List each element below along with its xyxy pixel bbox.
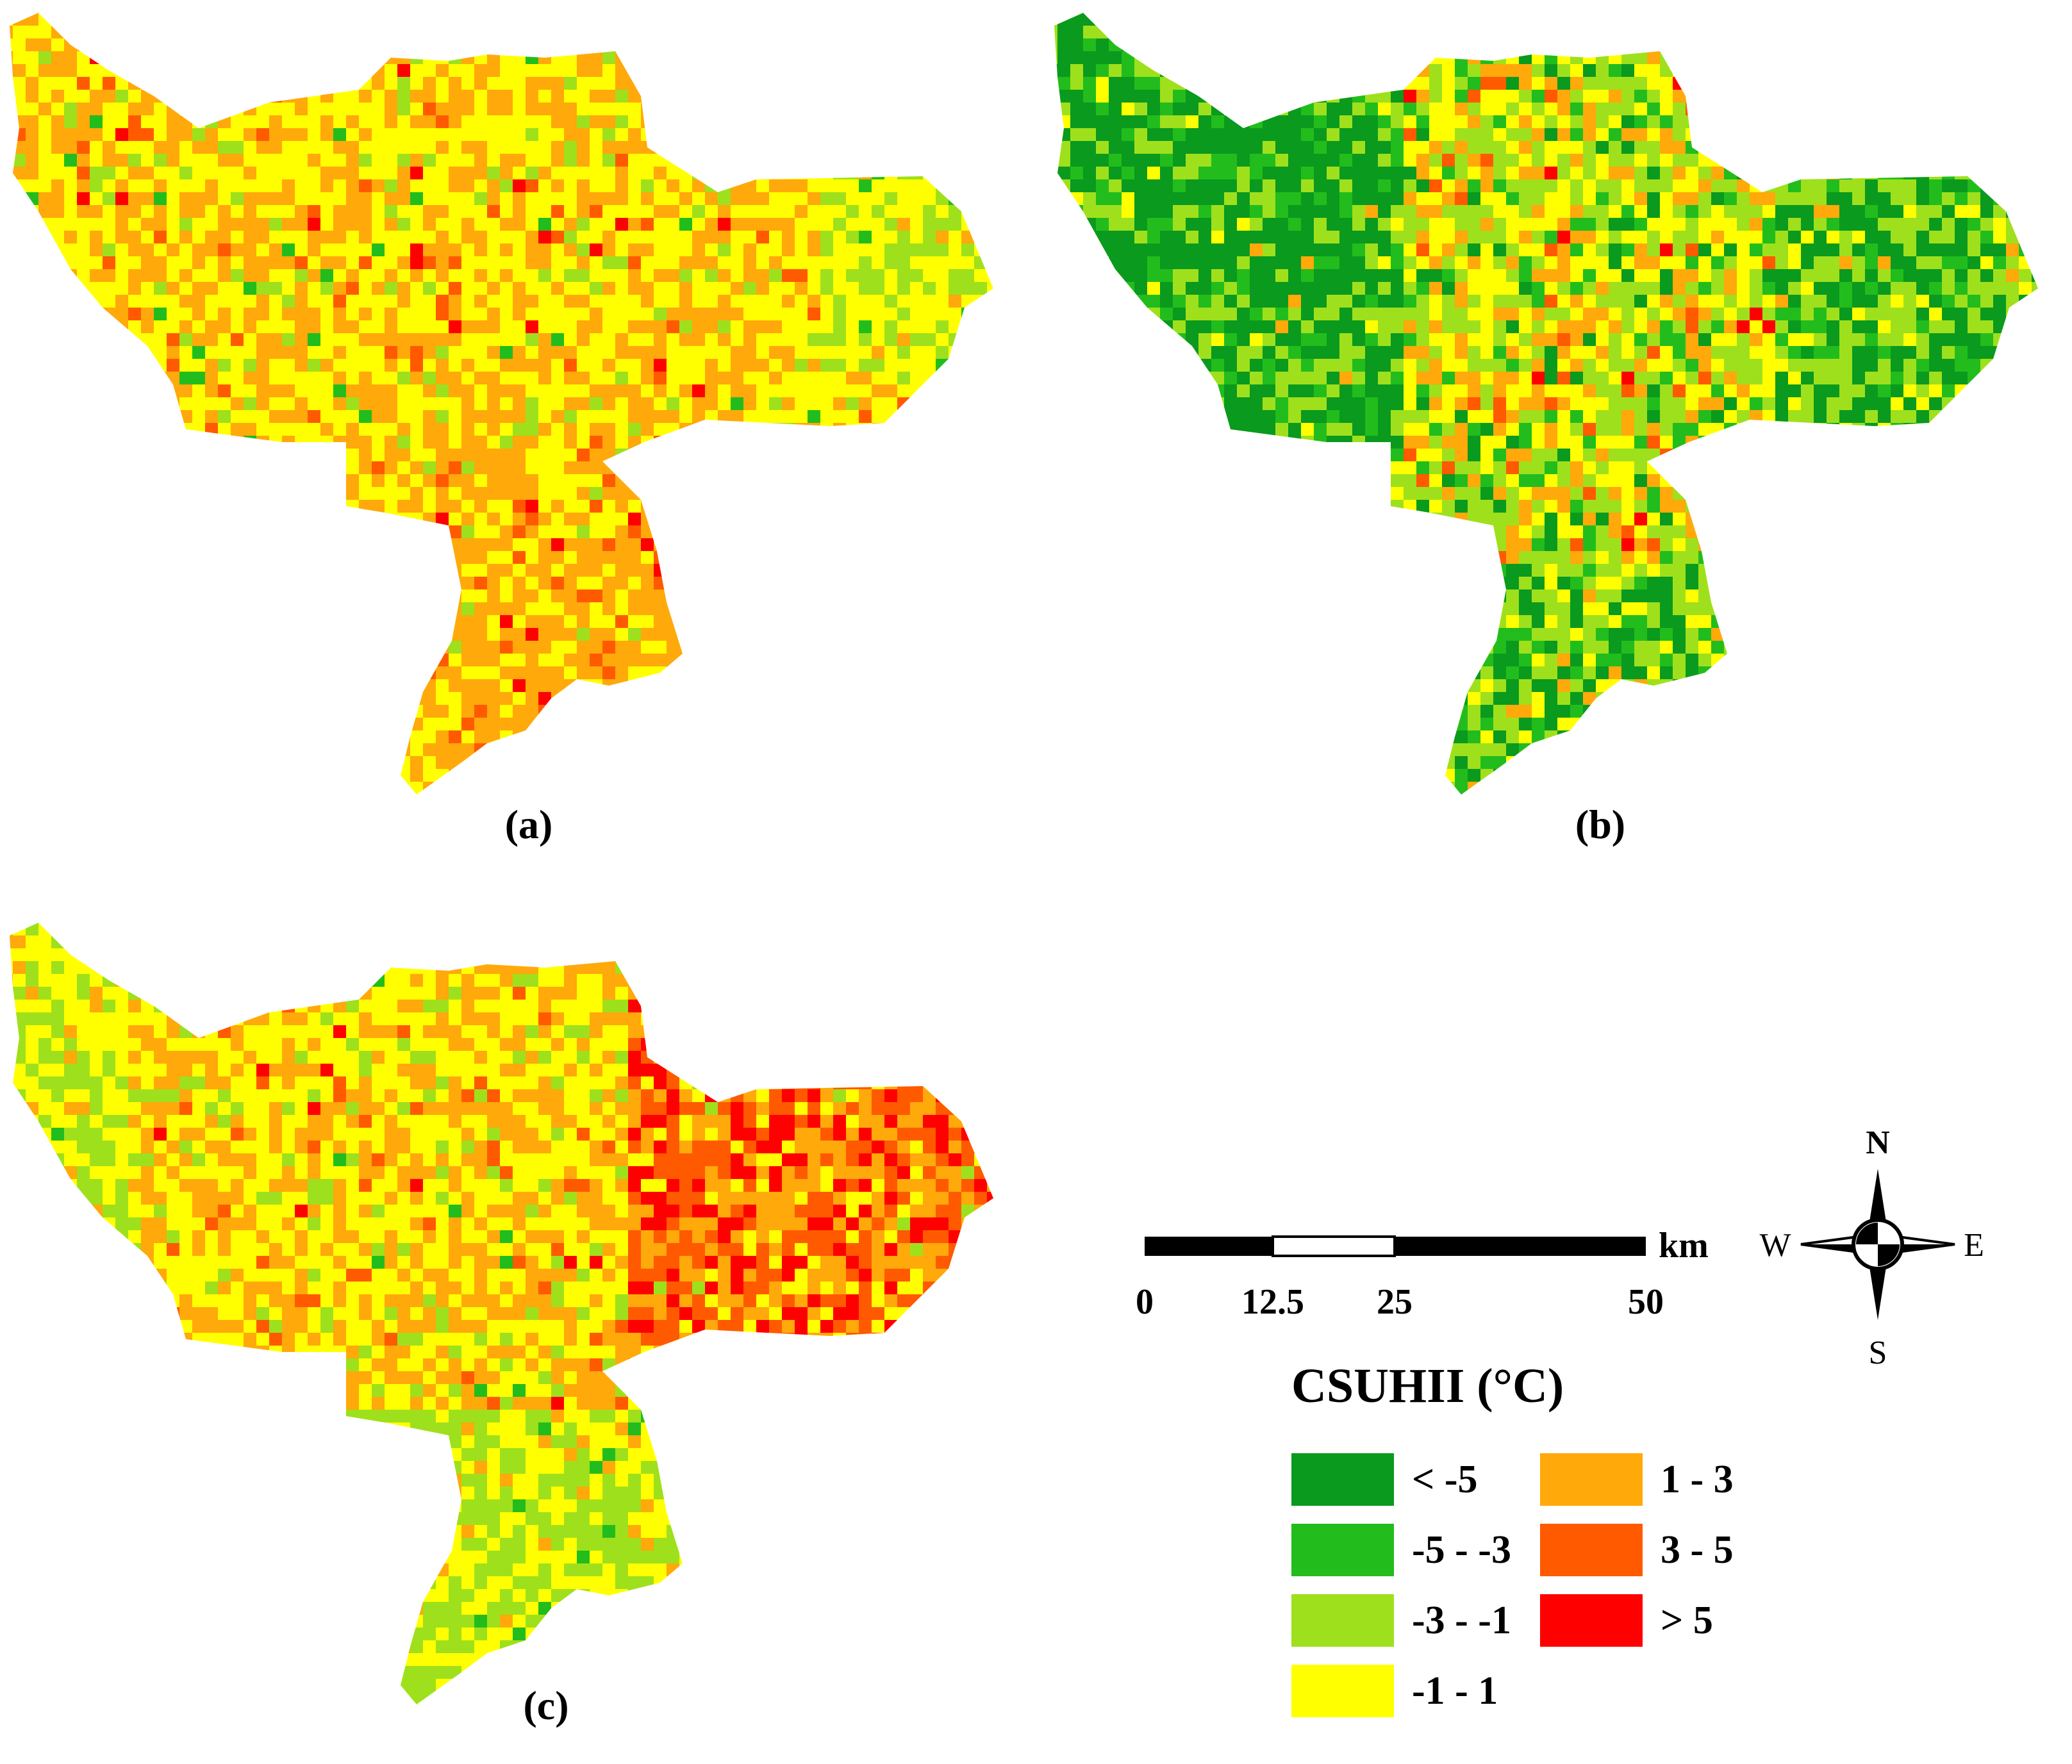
- legend-swatch: [1540, 1594, 1643, 1647]
- map-panel-a: [10, 13, 993, 795]
- legend-label: 1 - 3: [1661, 1458, 1734, 1501]
- legend-label: < -5: [1412, 1458, 1478, 1501]
- panel-label-b: (b): [1575, 802, 1626, 847]
- scale-segment-3: [1395, 1237, 1646, 1256]
- legend-swatch: [1540, 1524, 1643, 1576]
- scale-bar: km 0 12.5 25 50: [1136, 1226, 1709, 1322]
- raster-cells-a: [10, 13, 993, 795]
- scale-segment-1: [1145, 1237, 1273, 1256]
- compass-n: N: [1866, 1125, 1890, 1161]
- north-arrow-icon: N S E W: [1759, 1125, 1984, 1371]
- panel-label-c: (c): [523, 1683, 569, 1728]
- legend-title: CSUHII (°C): [1291, 1359, 1564, 1413]
- compass-e: E: [1964, 1227, 1984, 1264]
- legend-label: -1 - 1: [1412, 1669, 1498, 1713]
- legend: CSUHII (°C) < -5 -5 - -3 -3 - -1 -1 - 1 …: [1291, 1358, 1778, 1730]
- compass-s: S: [1869, 1335, 1887, 1371]
- scale-unit: km: [1659, 1226, 1709, 1265]
- scale-tick-1: 12.5: [1241, 1282, 1304, 1322]
- legend-swatch: [1291, 1594, 1394, 1647]
- panel-label-a: (a): [504, 802, 553, 847]
- scale-tick-3: 50: [1628, 1282, 1664, 1322]
- legend-label: -5 - -3: [1412, 1528, 1511, 1572]
- raster-cells-c: [10, 923, 993, 1704]
- scale-tick-0: 0: [1136, 1282, 1154, 1322]
- legend-label: 3 - 5: [1661, 1528, 1734, 1572]
- raster-cells-b: [1054, 13, 2038, 795]
- map-panel-c: [10, 923, 993, 1704]
- legend-label: > 5: [1661, 1599, 1713, 1642]
- map-panel-b: [1054, 13, 2038, 795]
- legend-swatch: [1291, 1665, 1394, 1717]
- scale-tick-2: 25: [1377, 1282, 1413, 1322]
- compass-w: W: [1759, 1227, 1791, 1264]
- legend-swatch: [1291, 1524, 1394, 1576]
- legend-label: -3 - -1: [1412, 1599, 1511, 1642]
- scale-segment-2: [1272, 1235, 1396, 1257]
- legend-swatch: [1540, 1453, 1643, 1506]
- legend-swatch: [1291, 1453, 1394, 1506]
